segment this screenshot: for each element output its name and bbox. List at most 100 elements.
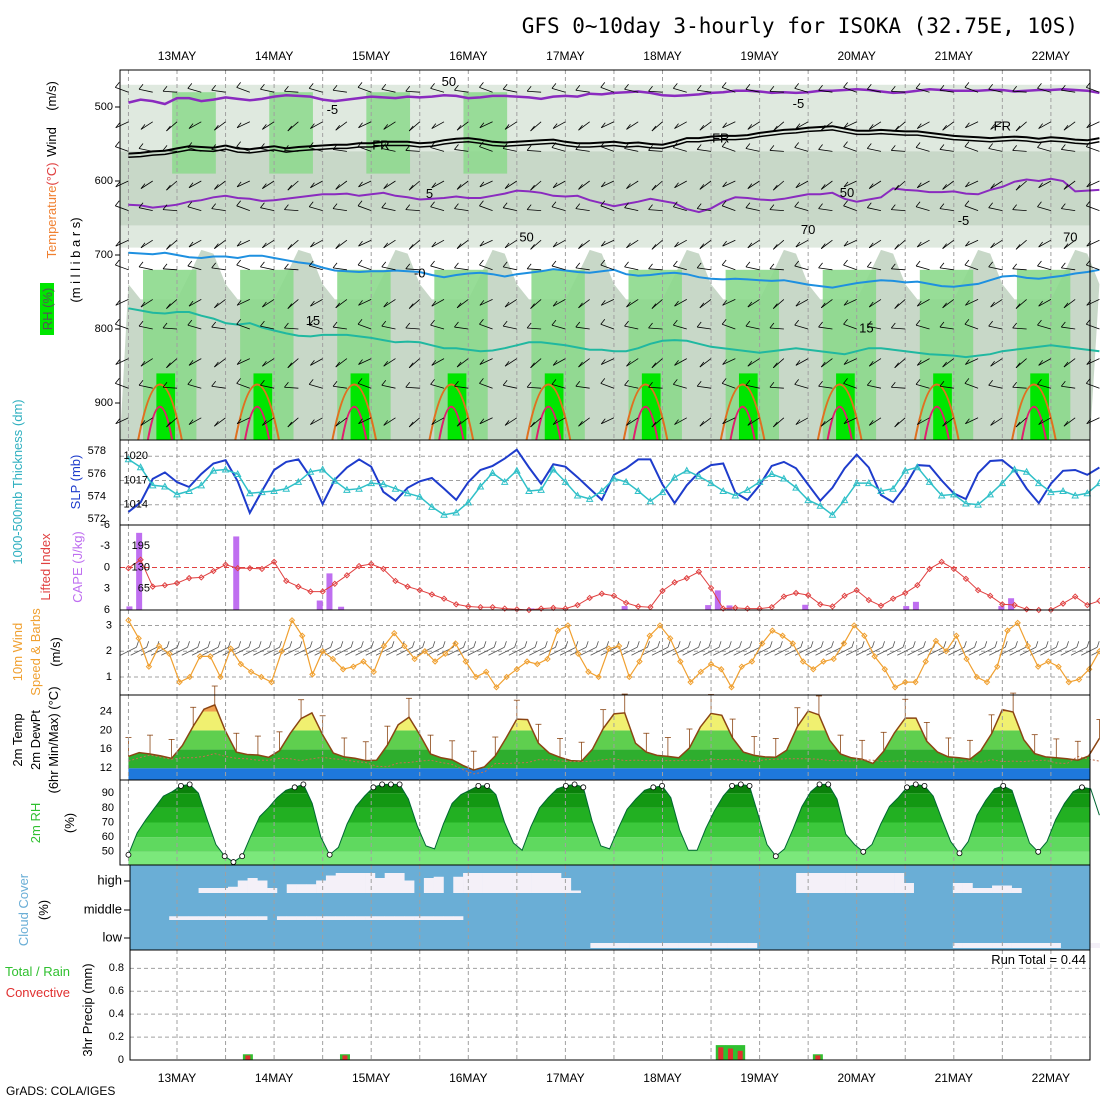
wind-barb <box>1086 205 1100 211</box>
lifted-index-line <box>128 558 1100 611</box>
slp-label: SLP (mb) <box>68 455 83 510</box>
wind-barb-flag <box>431 241 437 248</box>
wind-barb-flag <box>260 143 265 149</box>
wind-barb <box>939 149 954 152</box>
wind-barb-flag <box>747 301 753 308</box>
wind-barb-flag <box>1037 142 1042 148</box>
wind-barb-flag <box>430 201 435 207</box>
slp-tick-label: 1020 <box>124 450 148 462</box>
wind-barb-flag <box>728 641 732 648</box>
wind-barb <box>408 358 421 369</box>
thickness-point <box>525 486 533 494</box>
wind-barb-flag <box>794 260 800 267</box>
wind-barb <box>891 90 906 93</box>
wind-barb-flag <box>721 318 727 325</box>
wind-barb <box>115 264 129 271</box>
wind-barb-flag <box>696 85 702 91</box>
wind-barb <box>610 646 628 656</box>
wind-barb <box>1061 208 1076 211</box>
pressure-tick-label: 900 <box>95 397 113 409</box>
wind-barb <box>188 299 202 307</box>
wind-barb-flag <box>1037 379 1042 385</box>
wind-speed-point <box>176 678 183 686</box>
wind-barb <box>575 385 590 389</box>
cloud-cell <box>1050 943 1061 948</box>
wind-barb-flag <box>600 318 606 325</box>
cloud-cell <box>276 916 288 920</box>
cloud-cell <box>502 873 513 893</box>
cloud-cell <box>668 943 679 948</box>
wind-barb <box>988 384 1003 389</box>
wind-barb-flag <box>772 244 778 250</box>
precip-tick-label: 0.6 <box>109 985 124 997</box>
wind-barb-flag <box>479 259 484 266</box>
cloud-cell <box>962 943 973 948</box>
cloud-cell <box>884 873 895 893</box>
rh-point <box>291 784 298 791</box>
cloud-cell <box>972 888 983 893</box>
wind-speed-point <box>125 617 132 624</box>
wind-barb-flag <box>555 641 558 648</box>
wind-barb <box>1038 299 1052 307</box>
rh-point <box>571 781 578 788</box>
wind-barb <box>626 299 639 308</box>
wind-barb-flag <box>308 260 314 267</box>
wind-barb <box>843 264 857 271</box>
wind-barb <box>479 417 493 425</box>
wind-barb <box>211 208 226 211</box>
wind-barb <box>166 299 178 309</box>
wind-barb <box>773 417 785 428</box>
wind-barb-flag <box>236 359 242 365</box>
lifted-index-point <box>804 591 812 599</box>
date-label: 15MAY <box>352 49 390 63</box>
wind-barb <box>430 87 445 93</box>
wind-barb-flag <box>699 243 705 249</box>
wind-barb-flag <box>868 301 874 308</box>
cloud-cell <box>845 873 856 893</box>
wind-barb-flag <box>381 320 387 327</box>
wind-barb <box>527 150 542 152</box>
wind-barb <box>386 646 403 656</box>
wind-barb-flag <box>502 261 508 268</box>
contour-label: 50 <box>519 229 533 244</box>
lifted-tick-label: 3 <box>104 583 110 595</box>
wind-barb <box>674 121 687 129</box>
wind-barb <box>549 646 566 656</box>
wind-barb <box>163 327 178 330</box>
wind-barb-flag <box>575 203 581 209</box>
wind-barb <box>722 87 736 93</box>
cloud-cell <box>257 916 268 920</box>
wind-barb <box>773 358 785 369</box>
wind-barb-flag <box>585 641 589 648</box>
wind-barb-flag <box>722 359 727 365</box>
rh-upper-cell <box>172 92 216 174</box>
chart-title: GFS 0~10day 3-hourly for ISOKA (32.75E, … <box>522 14 1078 38</box>
wind-speed-point <box>288 617 296 624</box>
cloud-cell <box>384 873 395 893</box>
wind-barb-flag <box>942 361 947 368</box>
wind-barb-flag <box>1012 145 1017 151</box>
cloud-level-label: middle <box>84 901 122 916</box>
wind-barb-flag <box>211 262 216 269</box>
wind-barb-flag <box>794 379 800 385</box>
wind-barb-flag <box>882 641 885 648</box>
wind-barb-flag <box>939 85 945 91</box>
panel8-ylabel: Total / Rain Convective 3hr Precip (mm) … <box>5 952 1086 1057</box>
wind-barb <box>648 90 663 93</box>
lifted-index-point <box>683 574 690 582</box>
wind-barb <box>527 327 542 330</box>
wind-speed-point <box>677 658 684 665</box>
wind-barb <box>722 264 736 271</box>
wind-barb <box>626 121 639 130</box>
wind-barb <box>1061 149 1076 152</box>
wind-barb <box>1086 358 1100 365</box>
date-label: 19MAY <box>740 1071 778 1085</box>
rh-legend-label: RH (%) <box>40 288 55 331</box>
cape-bar <box>912 601 919 610</box>
rh-bands <box>128 784 1090 865</box>
wind-barb <box>795 121 809 129</box>
thickness-point <box>258 488 266 496</box>
wind-barb <box>431 299 445 307</box>
wind-barb-flag <box>795 419 801 425</box>
